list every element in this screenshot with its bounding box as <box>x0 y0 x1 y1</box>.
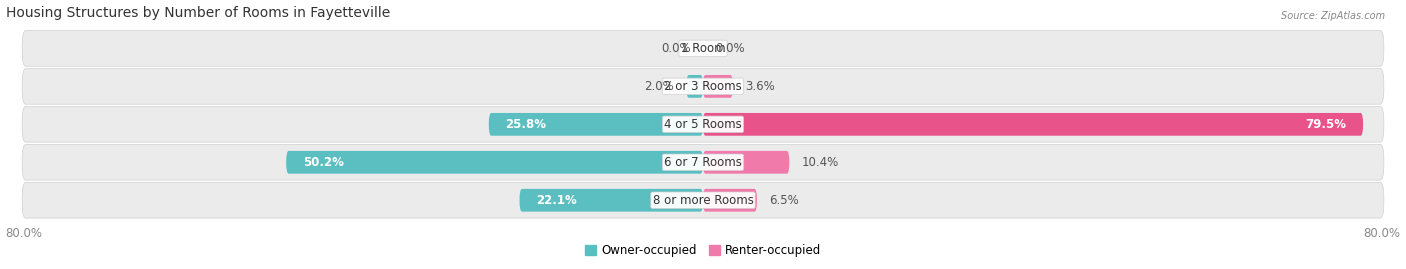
Text: 6 or 7 Rooms: 6 or 7 Rooms <box>664 156 742 169</box>
FancyBboxPatch shape <box>22 182 1384 218</box>
Text: 79.5%: 79.5% <box>1306 118 1347 131</box>
Text: 4 or 5 Rooms: 4 or 5 Rooms <box>664 118 742 131</box>
Text: Housing Structures by Number of Rooms in Fayetteville: Housing Structures by Number of Rooms in… <box>6 6 389 20</box>
Text: 3.6%: 3.6% <box>745 80 775 93</box>
FancyBboxPatch shape <box>703 189 756 212</box>
Text: 50.2%: 50.2% <box>302 156 343 169</box>
Text: Source: ZipAtlas.com: Source: ZipAtlas.com <box>1281 11 1385 21</box>
Text: 2 or 3 Rooms: 2 or 3 Rooms <box>664 80 742 93</box>
FancyBboxPatch shape <box>22 107 1384 142</box>
FancyBboxPatch shape <box>703 151 789 174</box>
FancyBboxPatch shape <box>703 113 1362 136</box>
Text: 0.0%: 0.0% <box>716 42 745 55</box>
Text: 80.0%: 80.0% <box>6 227 42 240</box>
Text: 1 Room: 1 Room <box>681 42 725 55</box>
FancyBboxPatch shape <box>519 189 703 212</box>
Text: 25.8%: 25.8% <box>505 118 547 131</box>
FancyBboxPatch shape <box>22 31 1384 66</box>
Text: 22.1%: 22.1% <box>536 194 576 207</box>
FancyBboxPatch shape <box>489 113 703 136</box>
Text: 6.5%: 6.5% <box>769 194 799 207</box>
Text: 2.0%: 2.0% <box>644 80 673 93</box>
FancyBboxPatch shape <box>287 151 703 174</box>
Legend: Owner-occupied, Renter-occupied: Owner-occupied, Renter-occupied <box>579 239 827 262</box>
Text: 10.4%: 10.4% <box>801 156 839 169</box>
FancyBboxPatch shape <box>22 144 1384 180</box>
Text: 8 or more Rooms: 8 or more Rooms <box>652 194 754 207</box>
Text: 80.0%: 80.0% <box>1364 227 1400 240</box>
FancyBboxPatch shape <box>22 69 1384 104</box>
FancyBboxPatch shape <box>703 75 733 98</box>
Text: 0.0%: 0.0% <box>661 42 690 55</box>
FancyBboxPatch shape <box>686 75 703 98</box>
